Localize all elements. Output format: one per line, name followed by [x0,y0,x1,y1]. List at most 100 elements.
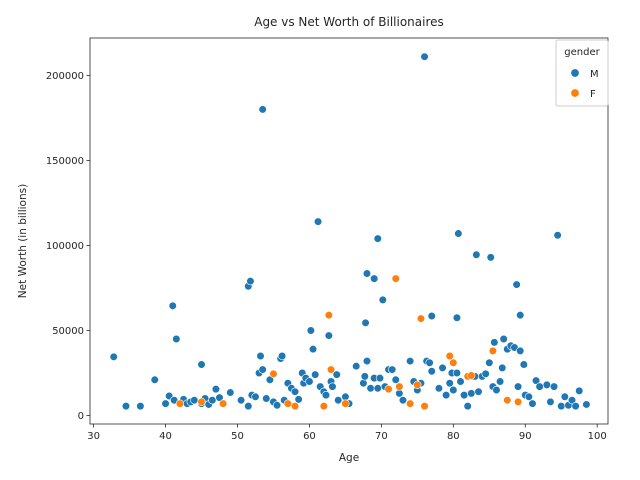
data-point-m [341,392,350,401]
plot-frame [89,37,609,425]
y-tick-label: 150000 [46,156,84,167]
legend-title: gender [564,47,600,58]
data-point-m [370,274,379,283]
data-point-m [490,338,499,347]
data-points [109,52,591,411]
data-point-m [251,392,260,401]
data-point-m [420,52,429,61]
data-point-m [332,370,341,379]
data-point-m [313,217,323,226]
data-point-f [488,346,497,355]
data-point-f [391,274,400,283]
data-point-f [218,399,228,408]
data-point-m [524,392,533,401]
data-point-f [197,397,206,406]
data-point-m [531,376,541,385]
data-point-m [560,392,569,401]
data-point-m [516,346,525,355]
data-point-m [467,389,476,398]
data-point-m [445,379,454,388]
y-tick-label: 0 [78,411,84,422]
data-point-m [535,382,544,391]
x-tick-label: 90 [519,431,532,442]
data-point-m [294,395,303,404]
data-point-m [542,380,551,389]
data-point-f [395,382,404,391]
data-point-m [546,397,555,406]
data-point-m [373,384,382,393]
x-tick-label: 40 [159,431,172,442]
data-point-m [427,311,436,321]
data-point-m [311,370,320,379]
legend-label-f: F [590,89,596,100]
x-axis: 30 40 50 60 70 80 90 100 [87,424,607,442]
data-point-m [172,334,181,344]
data-point-m [246,277,255,286]
data-point-f [406,399,415,408]
data-point-f [467,371,476,380]
data-point-m [366,384,375,393]
data-point-m [481,369,490,378]
data-point-m [519,360,528,369]
data-point-m [567,396,577,405]
x-tick-label: 100 [588,431,607,442]
data-point-m [373,234,382,243]
data-point-m [308,345,318,354]
data-point-m [256,351,265,361]
data-point-m [463,402,472,411]
data-point-m [324,331,333,340]
data-point-f [413,380,422,389]
data-point-m [454,229,463,238]
data-point-f [449,358,458,367]
data-point-m [492,385,501,395]
data-point-m [553,231,562,240]
y-tick-label: 200000 [46,71,84,82]
data-point-m [513,382,523,391]
x-tick-label: 60 [303,431,316,442]
data-point-m [557,402,566,411]
data-point-m [460,390,469,400]
data-point-m [290,387,300,396]
data-point-m [305,377,314,386]
data-point-m [361,318,370,327]
data-point-m [516,311,525,320]
data-point-m [136,402,145,411]
data-point-m [425,358,434,367]
data-point-m [452,368,462,378]
data-point-m [575,386,584,395]
x-tick-label: 80 [447,431,460,442]
legend-marker-f [570,88,580,98]
data-point-m [226,388,235,397]
plot-border [89,37,609,425]
data-point-m [474,387,483,396]
x-tick-label: 70 [375,431,388,442]
legend-marker-m [570,68,580,78]
data-point-m [306,326,315,335]
data-point-m [208,396,217,405]
data-point-f [420,402,429,411]
data-point-m [334,396,343,405]
data-point-m [498,363,507,372]
data-point-m [262,394,271,403]
data-point-m [359,379,368,388]
data-point-f [445,351,454,361]
data-point-m [582,400,591,409]
data-point-m [161,399,170,408]
data-point-m [486,253,495,262]
data-point-m [438,363,447,372]
data-point-f [319,402,328,411]
data-point-m [197,360,206,369]
legend-box [555,39,609,107]
y-tick-label: 100000 [46,241,84,252]
data-point-f [283,399,292,408]
data-point-m [211,385,221,394]
data-point-m [352,362,361,371]
y-axis: 0 50000 100000 150000 200000 [46,71,90,422]
data-point-f [513,397,523,406]
data-point-m [258,105,267,114]
data-point-m [215,393,224,402]
data-point-m [549,382,559,391]
y-axis-label: Net Worth (in billions) [17,184,29,298]
data-point-m [362,269,372,278]
